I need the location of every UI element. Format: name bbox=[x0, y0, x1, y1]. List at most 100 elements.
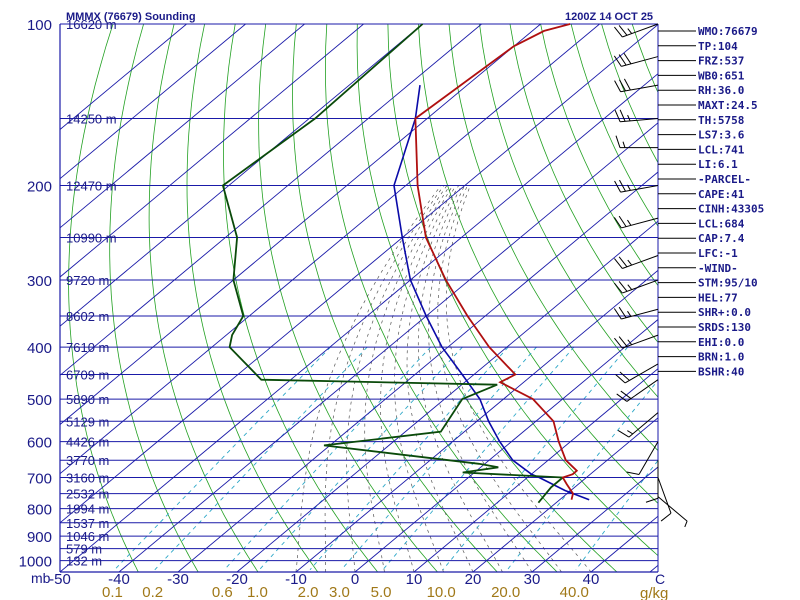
height-label: 16620 m bbox=[66, 17, 117, 32]
mixing-ratio-label: 0.6 bbox=[212, 584, 233, 600]
dry-adiabat bbox=[509, 24, 658, 343]
wind-barb bbox=[645, 460, 659, 503]
mixing-ratio-line bbox=[154, 346, 368, 571]
isotherm bbox=[60, 24, 364, 278]
dewpoint-profile bbox=[221, 23, 566, 504]
mixing-ratio-label: 0.1 bbox=[102, 584, 123, 600]
mixing-ratio-line bbox=[442, 346, 629, 571]
pressure-unit-label: mb bbox=[31, 570, 51, 586]
index-value: FRZ:537 bbox=[698, 55, 744, 68]
wind-barb bbox=[613, 52, 659, 67]
pressure-tick-label: 800 bbox=[27, 502, 52, 519]
pressure-tick-label: 1000 bbox=[19, 554, 52, 571]
dry-adiabat bbox=[356, 24, 618, 572]
moist-adiabat bbox=[437, 185, 562, 572]
height-label: 14250 m bbox=[66, 111, 117, 126]
temperature-tick-label: 20 bbox=[465, 571, 482, 588]
index-value: BRN:1.0 bbox=[698, 351, 744, 364]
index-value: LI:6.1 bbox=[698, 158, 738, 171]
isotherm bbox=[60, 24, 187, 131]
wind-barb bbox=[614, 255, 659, 269]
index-value: TP:104 bbox=[698, 40, 738, 53]
height-label: 1537 m bbox=[66, 516, 109, 531]
mixing-ratio-label: 0.2 bbox=[142, 584, 163, 600]
temperature-tick-label: -40 bbox=[108, 571, 130, 588]
index-value: STM:95/10 bbox=[698, 277, 758, 290]
isotherm bbox=[60, 24, 658, 524]
index-value: LCL:684 bbox=[698, 217, 745, 230]
height-label: 10990 m bbox=[66, 231, 117, 246]
pressure-tick-label: 200 bbox=[27, 179, 52, 196]
index-value: LFC:-1 bbox=[698, 247, 738, 260]
isotherm bbox=[118, 122, 658, 572]
moist-adiabat bbox=[380, 185, 453, 572]
isotherm bbox=[177, 171, 658, 572]
dry-adiabat bbox=[754, 24, 800, 572]
mixing-ratio-line bbox=[259, 346, 463, 571]
height-label: 4426 m bbox=[66, 435, 109, 450]
isotherm bbox=[472, 417, 658, 572]
moist-adiabat bbox=[346, 185, 448, 572]
temperature-tick-label: 0 bbox=[351, 571, 359, 588]
index-value: MAXT:24.5 bbox=[698, 99, 758, 112]
mixing-ratio-label: 5.0 bbox=[371, 584, 392, 600]
index-value: SHR+:0.0 bbox=[698, 306, 751, 319]
wind-barb bbox=[617, 412, 659, 438]
isotherm bbox=[60, 24, 600, 475]
dry-adiabat bbox=[258, 24, 438, 572]
parcel-profile bbox=[393, 84, 590, 501]
index-value: LS7:3.6 bbox=[698, 129, 745, 142]
temperature-unit-label: C bbox=[655, 571, 665, 587]
mixing-ratio-label: 1.0 bbox=[247, 584, 268, 600]
pressure-tick-label: 600 bbox=[27, 435, 52, 452]
index-value: WB0:651 bbox=[698, 69, 745, 82]
isotherm bbox=[60, 24, 305, 229]
wind-barb bbox=[614, 78, 659, 93]
index-value: TH:5758 bbox=[698, 114, 744, 127]
mixing-ratio-label: 20.0 bbox=[491, 584, 520, 600]
isotherm bbox=[354, 318, 658, 572]
wind-barb bbox=[614, 334, 659, 349]
mixing-ratio-line bbox=[507, 379, 658, 571]
mixing-ratio-label: 2.0 bbox=[298, 584, 319, 600]
mixing-ratio-label: 10.0 bbox=[427, 584, 456, 600]
mixing-ratio-line bbox=[223, 346, 431, 571]
pressure-tick-label: 900 bbox=[27, 529, 52, 546]
isotherm bbox=[236, 220, 658, 572]
wind-barb bbox=[613, 215, 659, 229]
mixing-ratio-label: 40.0 bbox=[560, 584, 589, 600]
wind-barbs bbox=[613, 23, 688, 528]
moist-adiabat bbox=[406, 185, 474, 572]
height-label: 579 m bbox=[66, 542, 102, 557]
wind-barb bbox=[626, 441, 659, 475]
index-value: EHI:0.0 bbox=[698, 336, 744, 349]
index-value: HEL:77 bbox=[698, 291, 738, 304]
isotherm bbox=[531, 466, 658, 572]
index-value: LCL:741 bbox=[698, 143, 745, 156]
height-label: 12470 m bbox=[66, 179, 117, 194]
height-label: 5890 m bbox=[66, 392, 109, 407]
height-label: 1994 m bbox=[66, 502, 109, 517]
grid-lines bbox=[60, 23, 800, 572]
index-value: CAP:7.4 bbox=[698, 232, 745, 245]
dry-adiabat bbox=[186, 24, 319, 572]
temperature-tick-label: 30 bbox=[524, 571, 541, 588]
moist-adiabat bbox=[428, 185, 533, 572]
chart-title: MMMX (76679) Sounding bbox=[66, 11, 196, 23]
height-label: 2532 m bbox=[66, 487, 109, 502]
moist-adiabat bbox=[324, 185, 445, 572]
wind-barb bbox=[614, 279, 659, 294]
index-value: -PARCEL- bbox=[698, 173, 751, 186]
mixing-ratio-line bbox=[575, 459, 658, 571]
mixing-ratio-line bbox=[114, 346, 331, 571]
dry-adiabat bbox=[570, 24, 658, 227]
pressure-tick-label: 300 bbox=[27, 273, 52, 290]
dry-adiabat bbox=[540, 24, 658, 287]
height-label: 9720 m bbox=[66, 273, 109, 288]
wind-barb bbox=[657, 496, 688, 528]
wind-barb bbox=[614, 179, 659, 193]
mixing-ratio-line bbox=[382, 346, 575, 571]
temperature-tick-label: 10 bbox=[406, 571, 423, 588]
mixing-ratio-unit-label: g/kg bbox=[640, 585, 668, 600]
